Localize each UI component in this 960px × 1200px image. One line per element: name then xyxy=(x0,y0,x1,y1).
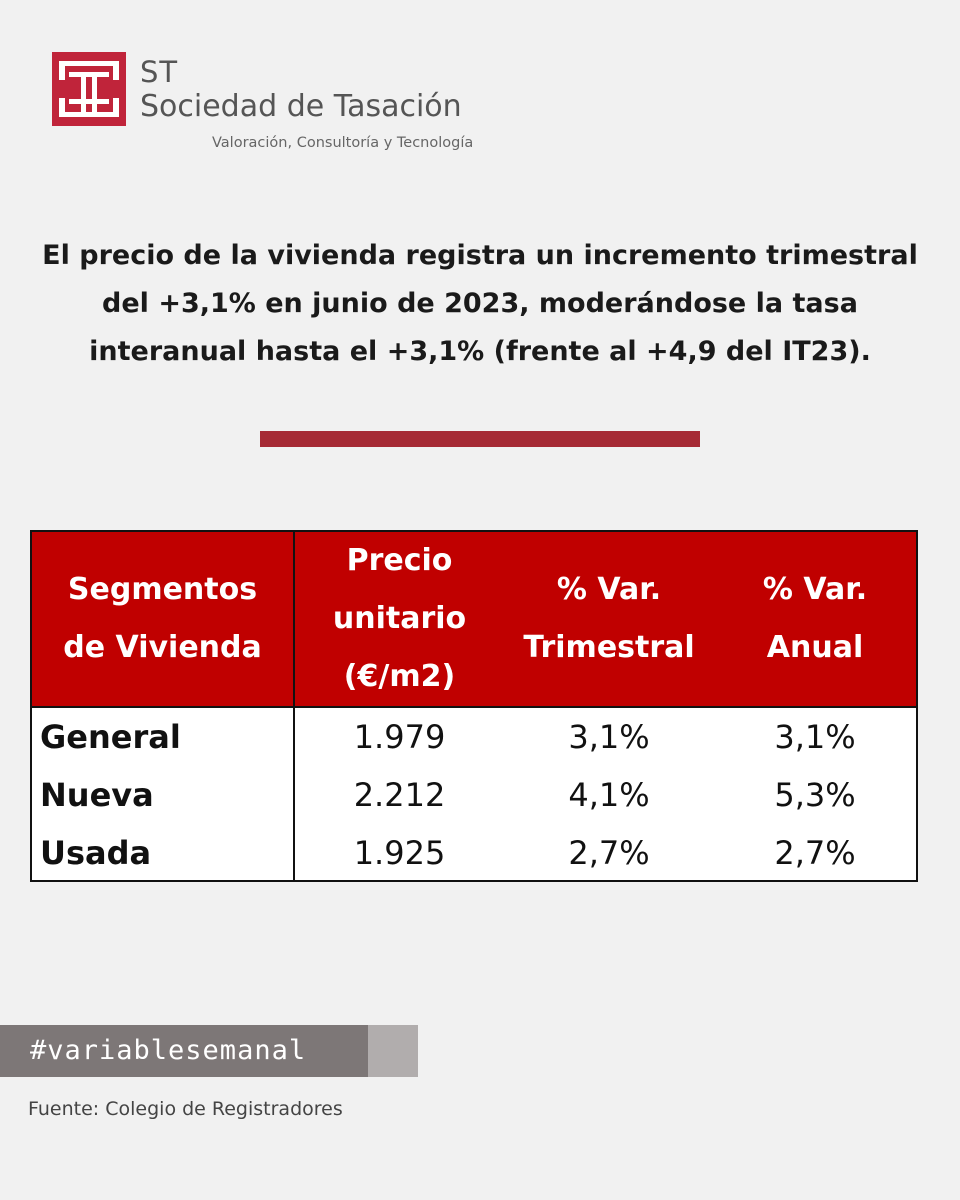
row-quarterly: 3,1% xyxy=(568,718,650,756)
st-logo-icon xyxy=(52,52,126,126)
row-segment: Usada xyxy=(32,824,295,882)
source-note: Fuente: Colegio de Registradores xyxy=(28,1098,343,1120)
headline-line-1: El precio de la vivienda registra un inc… xyxy=(42,240,918,271)
header-unit-price: Precio unitario (€/m2) xyxy=(294,532,504,708)
table-row: Nueva 2.212 4,1% 5,3% xyxy=(32,766,916,824)
row-segment: Nueva xyxy=(32,766,295,824)
headline-line-3: interanual hasta el +3,1% (frente al +4,… xyxy=(89,336,871,367)
brand-name: Sociedad de Tasación xyxy=(140,89,462,124)
brand-short: ST xyxy=(140,55,179,89)
row-annual: 5,3% xyxy=(774,776,856,814)
brand-tagline: Valoración, Consultoría y Tecnología xyxy=(212,135,474,151)
hashtag-text: #variablesemanal xyxy=(0,1025,368,1077)
table-row: Usada 1.925 2,7% 2,7% xyxy=(32,824,916,882)
price-table: Segmentos de Vivienda Precio unitario (€… xyxy=(30,530,918,882)
headline: El precio de la vivienda registra un inc… xyxy=(20,232,940,376)
header-segment: Segmentos de Vivienda xyxy=(32,532,295,708)
row-price: 1.979 xyxy=(353,718,446,756)
row-price: 1.925 xyxy=(353,834,446,872)
table-row: General 1.979 3,1% 3,1% xyxy=(32,707,916,766)
row-quarterly: 4,1% xyxy=(568,776,650,814)
brand-logo: ST Sociedad de Tasación Valoración, Cons… xyxy=(52,52,522,162)
table-header-row: Segmentos de Vivienda Precio unitario (€… xyxy=(32,532,916,708)
row-price: 2.212 xyxy=(353,776,446,814)
header-annual-change: % Var. Anual xyxy=(714,532,916,708)
row-quarterly: 2,7% xyxy=(568,834,650,872)
hashtag-banner: #variablesemanal xyxy=(0,1025,418,1077)
header-quarterly-change: % Var. Trimestral xyxy=(504,532,714,708)
headline-line-2: del +3,1% en junio de 2023, moderándose … xyxy=(102,288,858,319)
row-annual: 2,7% xyxy=(774,834,856,872)
section-divider xyxy=(260,431,700,447)
row-segment: General xyxy=(32,707,295,766)
row-annual: 3,1% xyxy=(774,718,856,756)
